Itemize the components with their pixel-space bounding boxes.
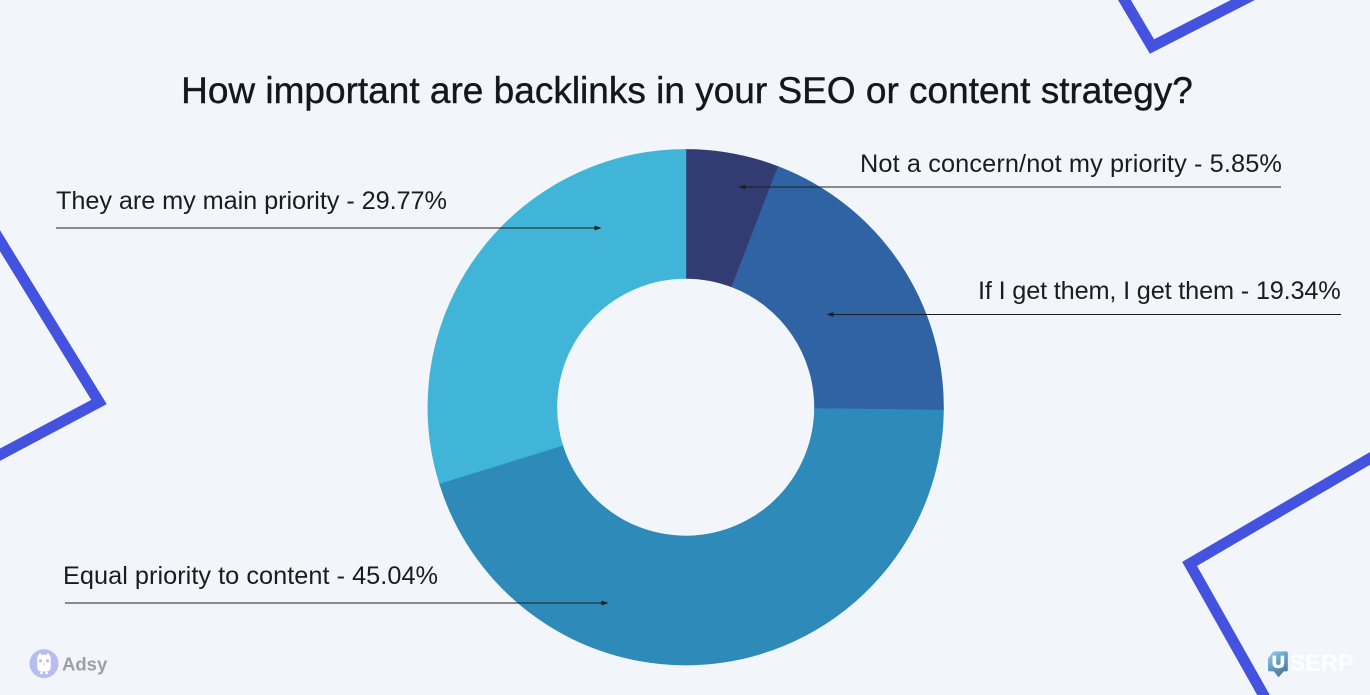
svg-text:Adsy: Adsy bbox=[62, 654, 108, 675]
svg-text:SERP: SERP bbox=[1290, 650, 1354, 676]
